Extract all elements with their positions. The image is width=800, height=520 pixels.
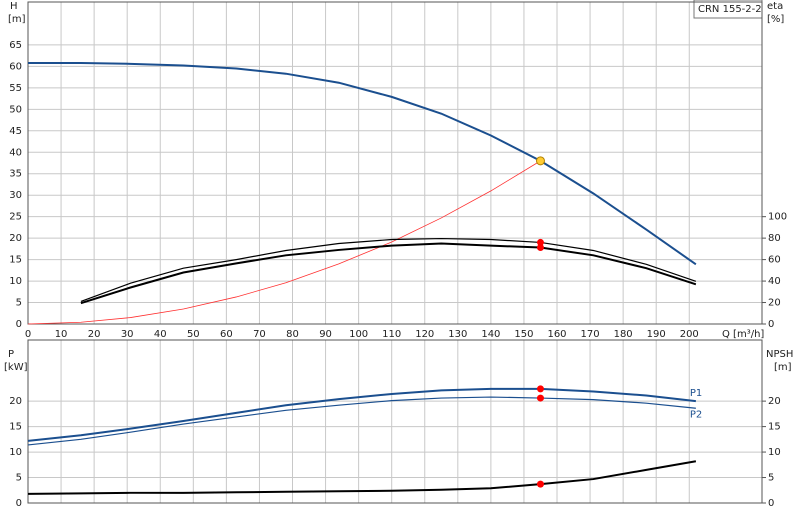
- x-tick-label: 150: [514, 329, 533, 340]
- series-line: [28, 61, 697, 266]
- series-line: [27, 160, 541, 325]
- x-tick-label: 10: [55, 329, 68, 340]
- y-tick-label: 10: [9, 276, 22, 287]
- y2-tick-label: 10: [768, 447, 781, 458]
- y-tick-label: 0: [16, 498, 22, 509]
- x-tick-label: 120: [415, 329, 434, 340]
- y2-tick-label: 0: [768, 319, 774, 330]
- x-tick-label: 30: [121, 329, 134, 340]
- x-tick-label: 50: [187, 329, 200, 340]
- y-tick-label: 5: [16, 298, 22, 309]
- y-tick-label: 30: [9, 190, 22, 201]
- x-tick-label: 70: [253, 329, 266, 340]
- y2-tick-label: 20: [768, 396, 781, 407]
- y2-tick-label: 100: [768, 212, 787, 223]
- x-axis-label: Q [m³/h]: [722, 329, 764, 340]
- y-axis-unit: [m]: [8, 14, 26, 25]
- x-tick-label: 140: [481, 329, 500, 340]
- y2-tick-label: 5: [768, 473, 774, 484]
- y-tick-label: 35: [9, 169, 22, 180]
- y-tick-label: 40: [9, 147, 22, 158]
- duty-point: [535, 156, 545, 166]
- x-tick-label: 90: [319, 329, 332, 340]
- y-tick-label: 15: [9, 422, 22, 433]
- duty-marker: [536, 394, 544, 402]
- x-tick-label: 170: [581, 329, 600, 340]
- product-label: CRN 155-2-2: [698, 4, 762, 15]
- y2-axis-unit: [%]: [767, 14, 784, 25]
- y2-tick-label: 60: [768, 255, 781, 266]
- series-label: P1: [690, 388, 702, 399]
- series-line: [27, 460, 697, 495]
- y-tick-label: 55: [9, 83, 22, 94]
- y-tick-label: 45: [9, 126, 22, 137]
- y2-tick-label: 20: [768, 298, 781, 309]
- x-tick-label: 180: [614, 329, 633, 340]
- duty-marker: [536, 243, 544, 251]
- x-tick-label: 100: [349, 329, 368, 340]
- x-tick-label: 110: [382, 329, 401, 340]
- y-tick-label: 25: [9, 212, 22, 223]
- y-tick-label: 20: [9, 233, 22, 244]
- x-tick-label: 200: [680, 329, 699, 340]
- y-tick-label: 10: [9, 447, 22, 458]
- y-tick-label: 0: [16, 319, 22, 330]
- x-tick-label: 40: [154, 329, 167, 340]
- x-tick-label: 60: [220, 329, 233, 340]
- series-line: [80, 237, 697, 303]
- duty-marker: [536, 385, 544, 393]
- y-axis-label: H: [10, 1, 18, 12]
- y-tick-label: 60: [9, 61, 22, 72]
- y-tick-label: 20: [9, 396, 22, 407]
- y2-tick-label: 40: [768, 276, 781, 287]
- y-tick-label: 65: [9, 40, 22, 51]
- y2-tick-label: 15: [768, 422, 781, 433]
- series-line: [80, 242, 697, 305]
- y2-axis-unit: [m]: [774, 362, 792, 373]
- y2-axis-label: eta: [767, 1, 783, 12]
- y-tick-label: 50: [9, 104, 22, 115]
- series-line: [27, 387, 696, 442]
- x-tick-label: 80: [286, 329, 299, 340]
- series-line: [27, 396, 696, 446]
- y2-tick-label: 0: [768, 498, 774, 509]
- duty-marker: [536, 480, 544, 488]
- y-tick-label: 15: [9, 255, 22, 266]
- y-axis-label: P: [8, 349, 14, 360]
- x-tick-label: 130: [448, 329, 467, 340]
- y-tick-label: 5: [16, 473, 22, 484]
- duty-marker: [536, 238, 544, 246]
- plot-frame: [27, 1, 763, 325]
- y2-tick-label: 80: [768, 233, 781, 244]
- series-label: P2: [690, 409, 702, 420]
- x-tick-label: 160: [547, 329, 566, 340]
- plot-frame: [27, 339, 763, 504]
- x-tick-label: 0: [25, 329, 31, 340]
- x-tick-label: 190: [647, 329, 666, 340]
- y-axis-unit: [kW]: [4, 362, 28, 373]
- y2-axis-label: NPSH: [766, 349, 793, 360]
- x-tick-label: 20: [88, 329, 101, 340]
